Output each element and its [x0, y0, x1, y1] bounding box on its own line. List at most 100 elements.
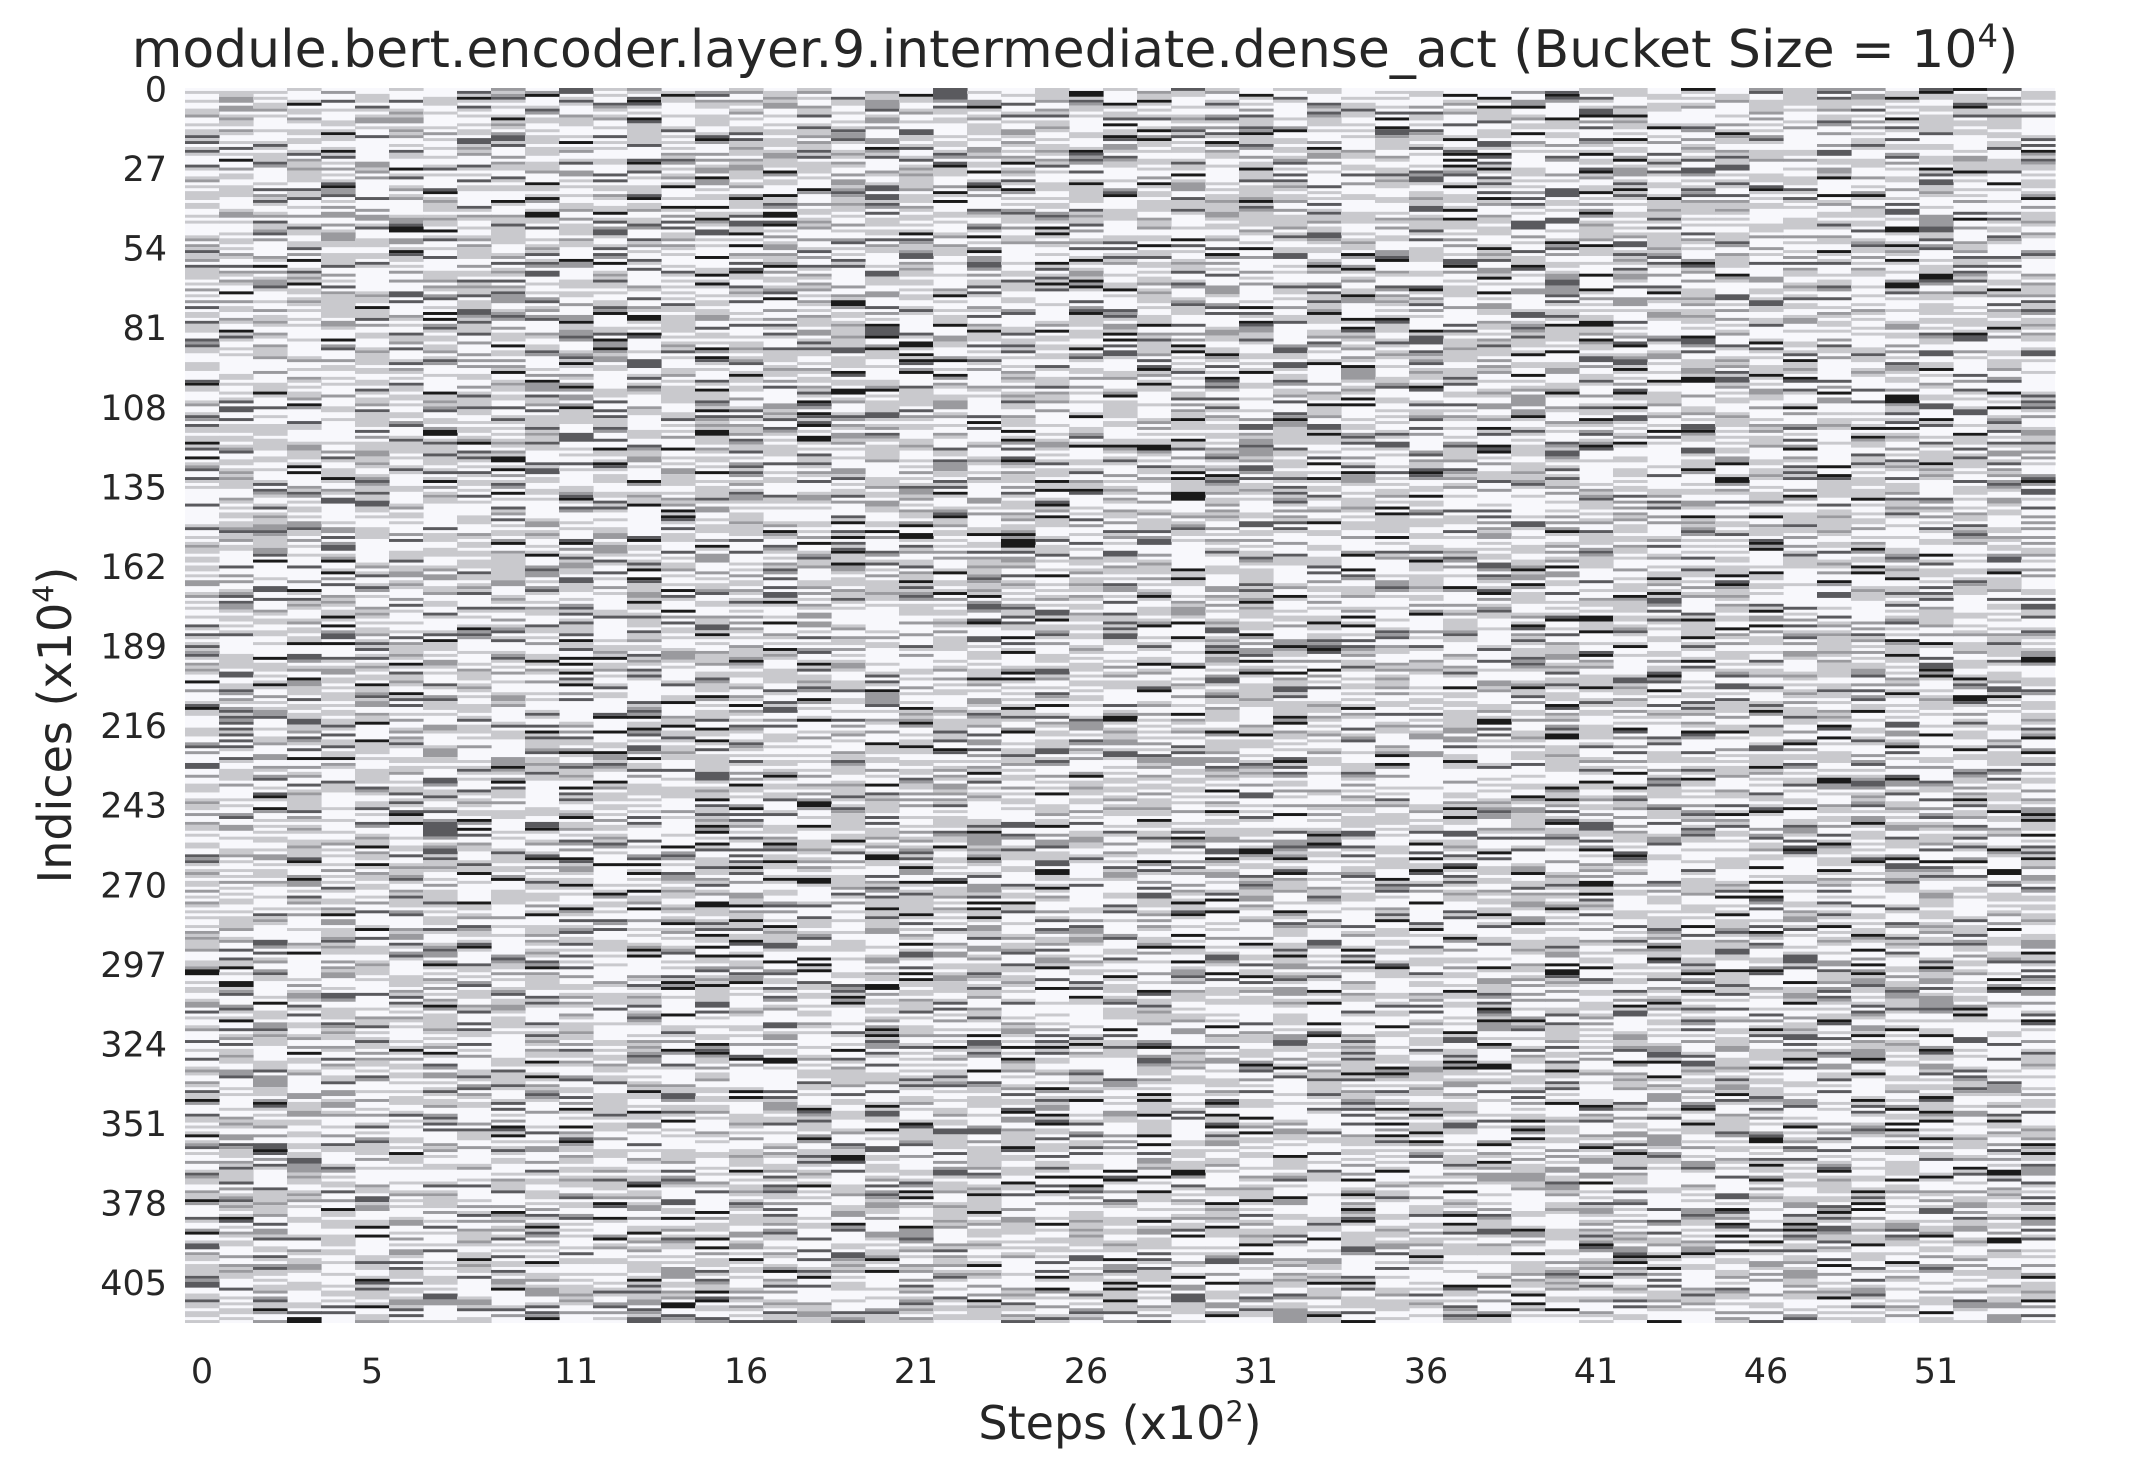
heatmap-cell — [219, 745, 254, 749]
heatmap-cell — [899, 167, 934, 171]
heatmap-cell — [525, 530, 560, 534]
heatmap-cell — [185, 185, 220, 189]
heatmap-cell — [763, 241, 798, 245]
heatmap-cell — [457, 945, 492, 949]
heatmap-cell — [559, 468, 594, 472]
heatmap-cell — [185, 480, 220, 483]
heatmap-cell — [389, 503, 424, 507]
heatmap-cell — [661, 335, 696, 339]
heatmap-cell — [797, 149, 832, 153]
heatmap-cell — [831, 1022, 866, 1026]
heatmap-cell — [1001, 226, 1036, 230]
heatmap-cell — [287, 765, 322, 769]
heatmap-cell — [899, 998, 934, 1002]
heatmap-cell — [1001, 942, 1036, 949]
heatmap-cell — [695, 194, 730, 200]
heatmap-cell — [525, 1078, 560, 1082]
heatmap-cell — [423, 712, 458, 716]
heatmap-cell — [1001, 158, 1036, 162]
heatmap-cell — [389, 382, 424, 386]
heatmap-cell — [967, 580, 1002, 584]
heatmap-cell — [627, 804, 662, 808]
heatmap-cell — [389, 1063, 424, 1070]
heatmap-cell — [797, 90, 832, 94]
heatmap-cell — [627, 494, 662, 498]
heatmap-cell — [1035, 813, 1070, 817]
heatmap-cell — [389, 836, 424, 840]
heatmap-cell — [389, 1025, 424, 1029]
heatmap-cell — [831, 111, 866, 115]
heatmap-cell — [763, 904, 798, 908]
heatmap-cell — [695, 653, 730, 663]
heatmap-cell — [967, 936, 1002, 940]
heatmap-cell — [1035, 1193, 1070, 1197]
heatmap-cell — [661, 373, 696, 377]
heatmap-cell — [661, 919, 696, 923]
heatmap-cell — [1001, 491, 1036, 495]
heatmap-cell — [729, 1178, 764, 1182]
heatmap-cell — [593, 253, 628, 257]
heatmap-cell — [1001, 665, 1036, 669]
heatmap-cell — [967, 117, 1002, 121]
heatmap-cell — [899, 739, 934, 746]
heatmap-cell — [865, 1154, 900, 1161]
heatmap-cell — [219, 320, 254, 324]
heatmap-cell — [491, 1213, 526, 1217]
heatmap-cell — [831, 1264, 866, 1267]
heatmap-cell — [491, 789, 526, 799]
heatmap-cell — [253, 848, 288, 852]
heatmap-cell — [525, 1090, 560, 1094]
heatmap-cell — [695, 1057, 730, 1064]
heatmap-cell — [933, 471, 968, 478]
heatmap-cell — [695, 589, 730, 593]
heatmap-cell — [491, 90, 526, 94]
heatmap-cell — [355, 1261, 390, 1265]
heatmap-cell — [559, 485, 594, 492]
heatmap-cell — [661, 1034, 696, 1038]
heatmap-cell — [457, 146, 492, 150]
heatmap-cell — [491, 757, 526, 766]
heatmap-cell — [457, 406, 492, 410]
heatmap-cell — [253, 264, 288, 268]
heatmap-cell — [763, 544, 798, 548]
heatmap-cell — [491, 1149, 526, 1153]
heatmap-cell — [287, 1264, 322, 1270]
heatmap-cell — [763, 326, 798, 330]
heatmap-cell — [287, 597, 322, 601]
heatmap-cell — [491, 992, 526, 996]
heatmap-cell — [661, 874, 696, 881]
heatmap-cell — [933, 845, 968, 849]
heatmap-cell — [389, 910, 424, 914]
heatmap-cell — [355, 117, 390, 124]
heatmap-cell — [287, 465, 322, 469]
heatmap-cell — [865, 1090, 900, 1094]
heatmap-cell — [593, 474, 628, 483]
heatmap-cell — [1001, 1193, 1036, 1197]
heatmap-cell — [695, 429, 730, 436]
heatmap-cell — [763, 998, 798, 1002]
heatmap-cell — [457, 984, 492, 987]
heatmap-cell — [763, 494, 798, 498]
heatmap-cell — [389, 866, 424, 870]
heatmap-cell — [1001, 370, 1036, 374]
heatmap-cell — [797, 1093, 832, 1097]
heatmap-cell — [627, 992, 662, 996]
heatmap-cell — [1035, 730, 1070, 737]
heatmap-cell — [321, 848, 356, 852]
heatmap-cell — [797, 329, 832, 336]
heatmap-cell — [933, 1063, 968, 1067]
heatmap-cell — [491, 426, 526, 430]
heatmap-cell — [695, 662, 730, 666]
heatmap-cell — [355, 789, 390, 793]
heatmap-cell — [559, 777, 594, 781]
heatmap-cell — [389, 435, 424, 439]
heatmap-cell — [253, 709, 288, 716]
heatmap-cell — [185, 701, 220, 705]
heatmap-cell — [763, 1222, 798, 1226]
heatmap-cell — [491, 627, 526, 631]
heatmap-cell — [423, 1196, 458, 1209]
heatmap-cell — [865, 745, 900, 755]
heatmap-cell — [831, 96, 866, 100]
heatmap-cell — [593, 892, 628, 896]
heatmap-cell — [321, 869, 356, 873]
